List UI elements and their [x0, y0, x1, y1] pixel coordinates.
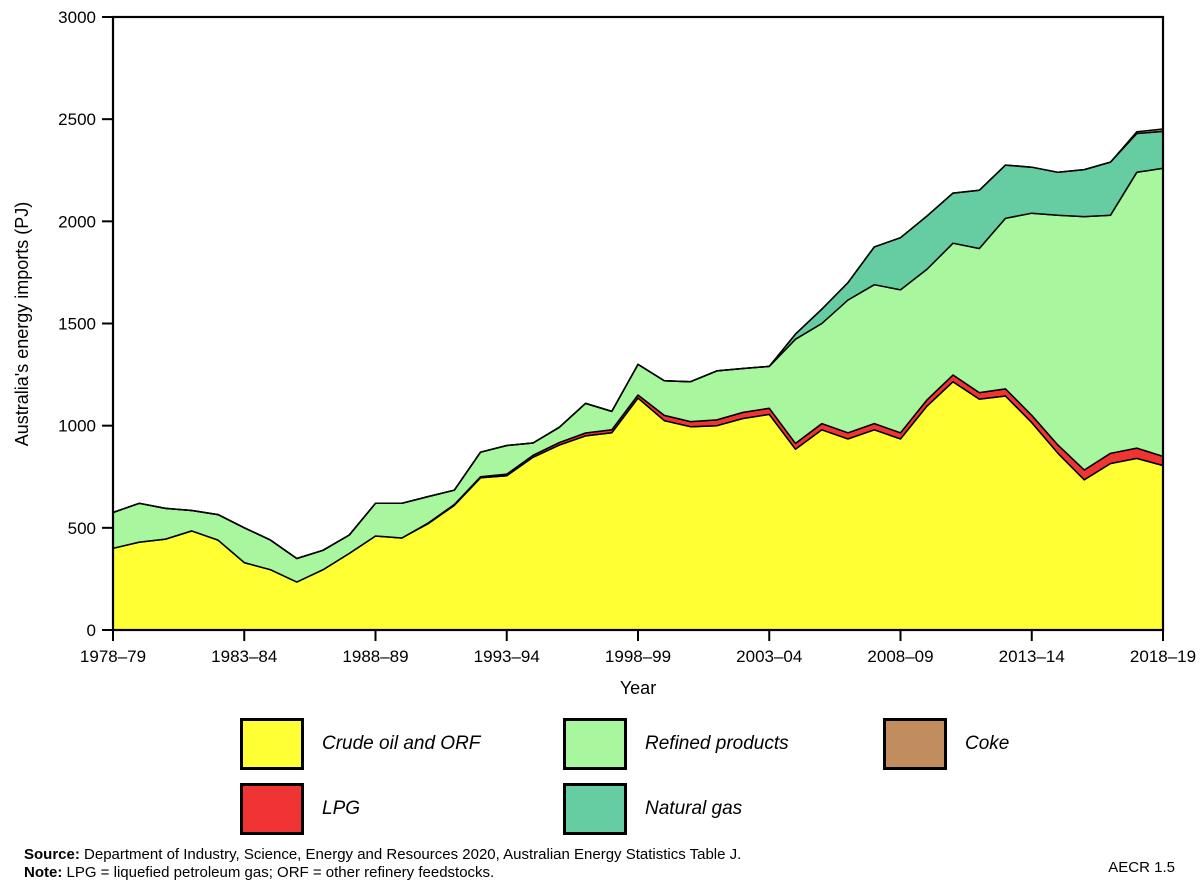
- x-axis-title: Year: [620, 678, 656, 698]
- x-tick-label: 2018–19: [1130, 647, 1196, 666]
- y-tick-label: 1000: [58, 417, 96, 436]
- source-text: Department of Industry, Science, Energy …: [79, 846, 742, 863]
- figure-reference: AECR 1.5: [1108, 859, 1175, 876]
- source-note-block: Source: Department of Industry, Science,…: [24, 846, 741, 882]
- legend-label-natural-gas: Natural gas: [645, 798, 743, 819]
- area-crude-oil-and-orf: [112, 380, 1164, 631]
- legend-label-coke: Coke: [965, 733, 1010, 754]
- y-tick-label: 0: [87, 621, 96, 640]
- y-tick-label: 2500: [58, 110, 96, 129]
- x-tick-label: 1988–89: [342, 647, 408, 666]
- x-tick-label: 1978–79: [80, 647, 146, 666]
- legend-swatch-lpg: [240, 783, 304, 835]
- legend-swatch-refined-products: [563, 718, 627, 770]
- y-tick-label: 2000: [58, 212, 96, 231]
- note-line: Note: LPG = liquefied petroleum gas; ORF…: [24, 864, 741, 882]
- x-tick-label: 1983–84: [211, 647, 277, 666]
- x-tick-label: 1993–94: [474, 647, 540, 666]
- legend-swatch-natural-gas: [563, 783, 627, 835]
- legend-label-crude-oil-and-orf: Crude oil and ORF: [322, 733, 481, 754]
- legend-item-refined-products: Refined products: [563, 718, 789, 770]
- note-text: LPG = liquefied petroleum gas; ORF = oth…: [62, 864, 495, 881]
- y-axis-title: Australia's energy imports (PJ): [12, 202, 32, 447]
- y-tick-label: 1500: [58, 315, 96, 334]
- legend-item-coke: Coke: [883, 718, 1009, 770]
- y-tick-label: 3000: [58, 8, 96, 27]
- legend-label-refined-products: Refined products: [645, 733, 789, 754]
- source-line: Source: Department of Industry, Science,…: [24, 846, 741, 864]
- legend-item-crude-oil-and-orf: Crude oil and ORF: [240, 718, 480, 770]
- axis-ticks: 0 500 1000 1500 2000 2500 3000 1978–79 1983–84 19…: [58, 8, 1196, 666]
- imports-stacked-area-chart: 0 500 1000 1500 2000 2500 3000 1978–79 1983–84 19…: [12, 8, 1196, 698]
- x-tick-label: 2003–04: [736, 647, 802, 666]
- x-tick-label: 2013–14: [999, 647, 1065, 666]
- source-label: Source:: [24, 846, 80, 863]
- legend-item-lpg: LPG: [240, 783, 360, 835]
- x-tick-label: 2008–09: [867, 647, 933, 666]
- legend-swatch-crude-oil-and-orf: [240, 718, 304, 770]
- legend-item-natural-gas: Natural gas: [563, 783, 742, 835]
- y-tick-label: 500: [68, 519, 96, 538]
- stacked-areas: [112, 128, 1164, 631]
- chart-legend: Crude oil and ORF Refined products Coke …: [0, 706, 1200, 840]
- x-tick-label: 1998–99: [605, 647, 671, 666]
- legend-label-lpg: LPG: [322, 798, 361, 819]
- legend-swatch-coke: [883, 718, 947, 770]
- note-label: Note:: [24, 864, 63, 881]
